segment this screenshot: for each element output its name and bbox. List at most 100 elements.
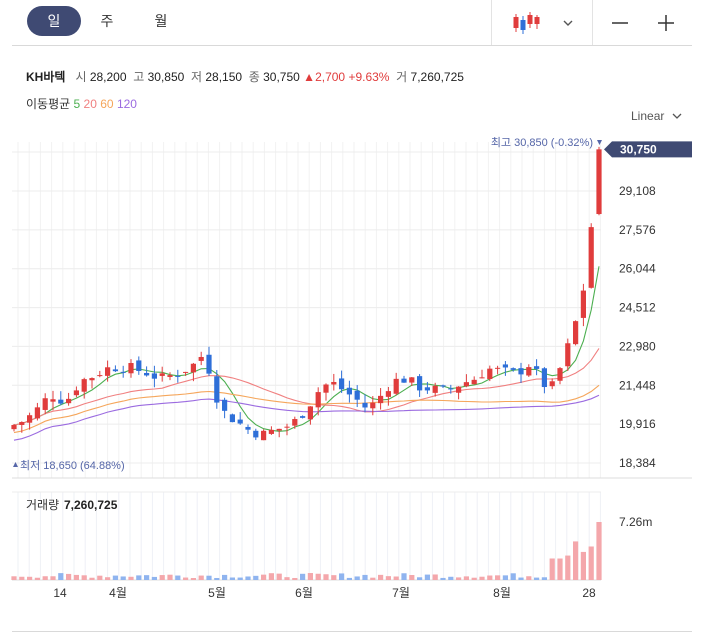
candle-body: [229, 414, 235, 423]
volume-bar: [385, 576, 391, 580]
tab-monthly[interactable]: 월: [154, 13, 168, 29]
change-value: ▲2,700 +9.63%: [303, 70, 390, 84]
volume-bar: [565, 555, 571, 580]
volume-bar: [502, 575, 508, 580]
x-tick-label: 7월: [392, 586, 410, 600]
volume-bar: [417, 577, 423, 580]
candle-body: [378, 395, 384, 404]
volume-bar: [229, 577, 235, 580]
volume-bar: [362, 574, 368, 580]
scale-label: Linear: [631, 109, 665, 123]
ma-label: 이동평균: [26, 97, 71, 111]
volume-bar: [268, 573, 274, 580]
volume-title: 거래량: [26, 498, 59, 512]
toolbar: 일 주 월: [0, 0, 705, 46]
candle-body: [495, 367, 501, 369]
close-label: 종: [248, 70, 260, 84]
candle-body: [81, 379, 87, 392]
current-price-label: 30,750: [620, 142, 657, 156]
y-tick-label: 18,384: [619, 456, 656, 470]
candlestick-icon: [513, 11, 540, 34]
change-percent: +9.63%: [348, 70, 390, 84]
volume-bar: [456, 577, 462, 580]
volume-bar: [323, 574, 329, 580]
volume-bar: [175, 575, 181, 580]
candle-body: [479, 377, 485, 379]
toolbar-divider: [592, 0, 593, 45]
volume-bar: [534, 577, 540, 580]
candle-body: [151, 373, 157, 379]
volume-bar: [167, 574, 173, 580]
minus-icon: [612, 21, 628, 24]
volume-bar: [401, 573, 407, 580]
candle-body: [144, 372, 150, 376]
candle-body: [183, 371, 189, 373]
volume-bar: [557, 558, 563, 580]
plus-icon: [658, 14, 674, 31]
tab-daily[interactable]: 일: [27, 6, 81, 36]
volume-bars: [11, 522, 602, 580]
candle-body: [534, 366, 540, 369]
ma60-label: 60: [100, 97, 114, 111]
candle-body: [471, 379, 477, 385]
open-label: 시: [75, 70, 87, 84]
volume-bar: [573, 541, 579, 580]
volume-bar: [424, 574, 430, 580]
y-tick-label: 22,980: [619, 339, 656, 353]
chart-bottom-border: [12, 631, 692, 632]
toolbar-bottom-border: [12, 45, 692, 46]
candle-body: [27, 415, 33, 423]
volume-bar: [580, 551, 586, 580]
y-tick-label: 27,576: [619, 223, 656, 237]
moving-average-lines: [13, 266, 600, 441]
stock-name: KH바텍: [26, 70, 66, 84]
y-tick-label: 24,512: [619, 301, 656, 315]
volume-bar: [27, 576, 33, 580]
low-label: 저: [190, 70, 203, 84]
volume-value: 7,260,725: [64, 498, 118, 512]
min-marker-icon: [13, 462, 18, 467]
candle-body: [487, 368, 493, 380]
volume-bar: [34, 577, 40, 580]
chevron-down-icon: [672, 113, 682, 119]
x-tick-label: 28: [582, 586, 596, 600]
candle-body: [261, 430, 267, 441]
volume-bar: [105, 577, 111, 580]
high-value: 30,850: [147, 70, 185, 84]
high-label: 고: [133, 70, 145, 84]
max-marker-icon: [597, 140, 602, 145]
volume-bar: [151, 576, 157, 580]
zoom-out-button[interactable]: [600, 0, 640, 45]
volume-bar: [510, 573, 516, 580]
volume-bar: [432, 574, 438, 580]
candle-body: [245, 426, 251, 430]
volume-bar: [409, 575, 415, 580]
x-tick-label: 4월: [109, 586, 127, 600]
candle-body: [34, 407, 40, 419]
volume-bar: [159, 575, 165, 580]
candle-body: [580, 290, 586, 318]
low-value: 28,150: [205, 70, 243, 84]
volume-bar: [393, 576, 399, 580]
x-tick-label: 14: [53, 586, 67, 600]
candle-body: [97, 375, 103, 377]
candle-body: [112, 369, 118, 372]
tab-weekly[interactable]: 주: [100, 13, 114, 29]
min-price-annotation: 최저 18,650 (64.88%): [20, 459, 125, 472]
scale-dropdown[interactable]: Linear: [631, 109, 682, 123]
y-tick-label: 21,448: [619, 378, 656, 392]
volume-bar: [526, 576, 532, 580]
zoom-in-button[interactable]: [646, 0, 686, 45]
x-tick-label: 5월: [208, 586, 226, 600]
chart-type-dropdown[interactable]: [500, 0, 584, 45]
candle-body: [565, 343, 571, 367]
volume-bar: [315, 573, 321, 580]
volume-bar: [245, 576, 251, 580]
candle-body: [370, 402, 376, 409]
volume-bar: [50, 576, 56, 580]
volume-bar: [596, 522, 602, 580]
volume-bar: [73, 574, 79, 580]
candle-body: [432, 385, 438, 393]
volume-bar: [479, 576, 485, 580]
